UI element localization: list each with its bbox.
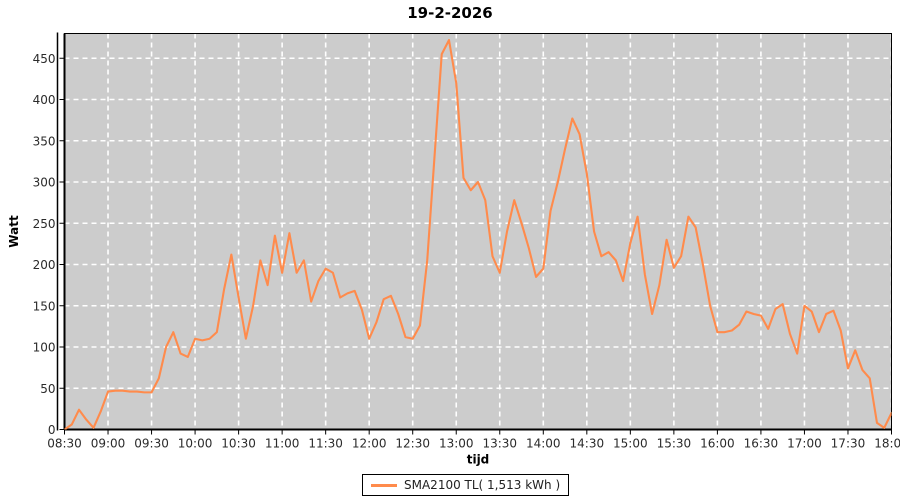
y-tick-label: 150 bbox=[33, 299, 56, 313]
y-tick-label: 350 bbox=[33, 134, 56, 148]
axis-ticks bbox=[59, 57, 892, 435]
x-tick-label: 11:30 bbox=[308, 437, 343, 451]
plot-background bbox=[64, 33, 892, 430]
y-axis-label: Watt bbox=[7, 215, 21, 248]
y-tick-label: 450 bbox=[33, 52, 56, 66]
x-tick-label: 17:30 bbox=[831, 437, 866, 451]
x-tick-label: 14:00 bbox=[526, 437, 561, 451]
x-tick-label: 13:00 bbox=[439, 437, 474, 451]
x-tick-label: 16:30 bbox=[744, 437, 779, 451]
x-tick-label: 09:30 bbox=[134, 437, 169, 451]
x-tick-label: 11:00 bbox=[265, 437, 300, 451]
y-tick-label: 100 bbox=[33, 341, 56, 355]
chart-title: 19-2-2026 bbox=[407, 4, 493, 22]
y-tick-label: 300 bbox=[33, 176, 56, 190]
chart-legend: SMA2100 TL( 1,513 kWh ) bbox=[362, 474, 570, 496]
data-series-line bbox=[64, 39, 892, 430]
y-tick-label: 250 bbox=[33, 217, 56, 231]
x-tick-label: 16:00 bbox=[700, 437, 735, 451]
chart-plot: 0 50 100 150 200 250 300 350 400 450 08:30 09:00 09… bbox=[7, 32, 900, 467]
x-tick-label: 14:30 bbox=[570, 437, 605, 451]
series-sma2100-tl bbox=[64, 39, 892, 430]
x-tick-label: 18:00 bbox=[874, 437, 900, 451]
x-tick-label: 12:00 bbox=[352, 437, 387, 451]
x-tick-label: 13:30 bbox=[482, 437, 517, 451]
y-axis-tick-labels: 0 50 100 150 200 250 300 350 400 450 bbox=[33, 52, 56, 437]
y-tick-label: 50 bbox=[40, 382, 55, 396]
y-tick-label: 400 bbox=[33, 93, 56, 107]
x-tick-label: 08:30 bbox=[47, 437, 82, 451]
legend-series-label: SMA2100 TL( 1,513 kWh ) bbox=[404, 478, 561, 492]
x-tick-label: 15:30 bbox=[657, 437, 692, 451]
x-axis-tick-labels: 08:30 09:00 09:30 10:00 10:30 11:00 11:30 12:00… bbox=[47, 437, 900, 451]
x-axis-label: tijd bbox=[467, 453, 490, 467]
x-tick-label: 17:00 bbox=[787, 437, 822, 451]
x-tick-label: 09:00 bbox=[91, 437, 126, 451]
x-tick-label: 15:00 bbox=[613, 437, 648, 451]
x-tick-label: 10:00 bbox=[178, 437, 213, 451]
x-tick-label: 12:30 bbox=[395, 437, 430, 451]
y-tick-label: 200 bbox=[33, 258, 56, 272]
legend-color-swatch bbox=[371, 483, 397, 487]
x-tick-label: 10:30 bbox=[221, 437, 256, 451]
grid-lines bbox=[64, 33, 893, 430]
y-tick-label: 0 bbox=[48, 423, 56, 437]
